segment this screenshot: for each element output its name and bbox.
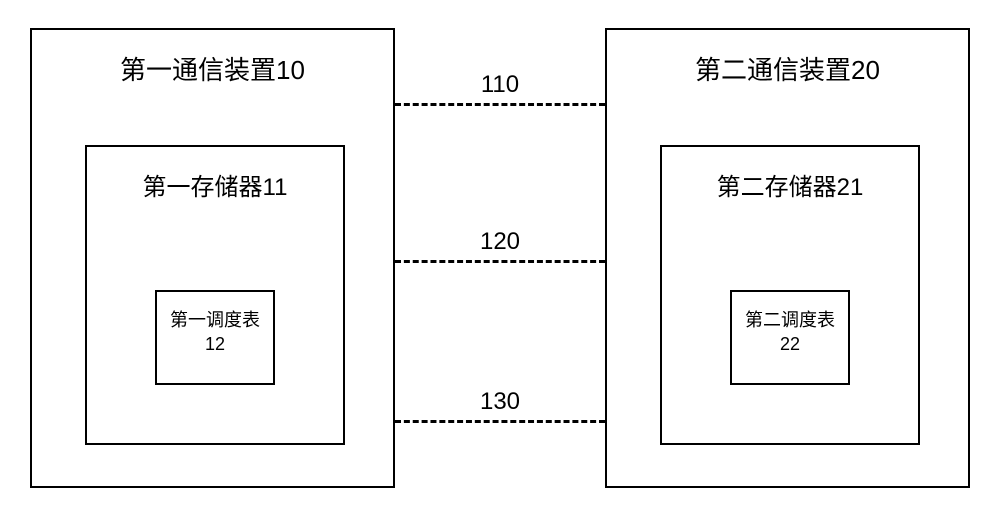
right-memory-label: 第二存储器21 — [660, 167, 920, 202]
connection-label-0: 110 — [460, 71, 540, 99]
right-schedule-label: 第二调度表22 — [730, 308, 850, 357]
connection-line-2 — [395, 420, 605, 423]
left-schedule-label: 第一调度表12 — [155, 308, 275, 357]
left-device-label: 第一通信装置10 — [30, 50, 395, 87]
connection-label-1: 120 — [460, 228, 540, 256]
connection-line-0 — [395, 103, 605, 106]
connection-label-2: 130 — [460, 388, 540, 416]
connection-line-1 — [395, 260, 605, 263]
left-memory-label: 第一存储器11 — [85, 167, 345, 202]
right-device-label: 第二通信装置20 — [605, 50, 970, 87]
diagram-canvas: 第一通信装置10 第一存储器11 第一调度表12 第二通信装置20 第二存储器2… — [0, 0, 1000, 527]
